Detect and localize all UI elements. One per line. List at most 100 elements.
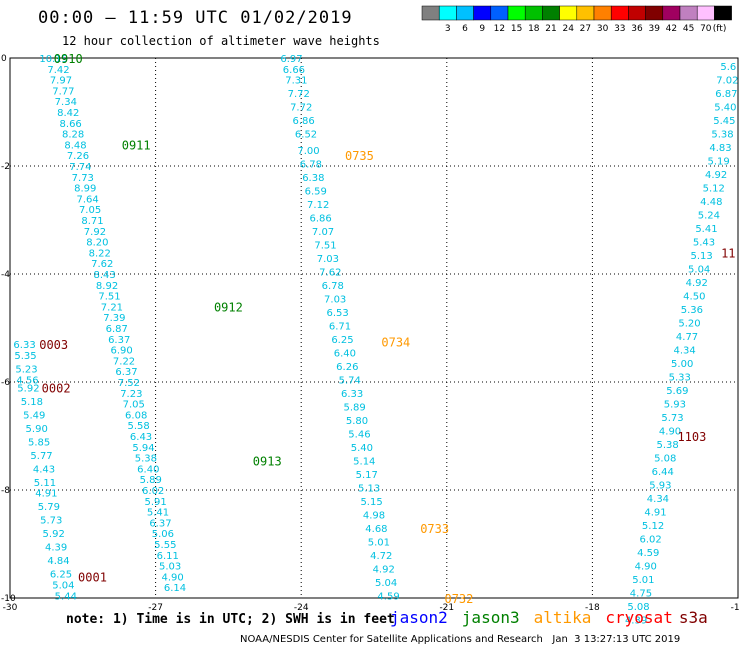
wave-height-value: 5.93 [664,400,686,411]
colorbar-swatch [456,5,474,21]
wave-height-value: 4.75 [630,589,652,600]
wave-height-value: 5.80 [346,416,368,427]
wave-height-value: 5.00 [671,359,693,370]
wave-height-value: 5.45 [713,116,735,127]
colorbar-swatch [438,5,457,21]
pass-time-label: 0001 [78,570,107,584]
pass-time-label: 0911 [122,138,151,152]
wave-height-value: 6.14 [164,583,186,594]
wave-height-value: 8.48 [64,140,86,151]
wave-height-value: 4.34 [647,494,669,505]
wave-height-value: 6.38 [302,173,324,184]
wave-height-value: 5.77 [30,451,52,462]
wave-height-value: 5.13 [690,251,712,262]
colorbar-label: 3 [445,24,451,34]
wave-height-value: 6.37 [115,367,137,378]
wave-height-value: 6.43 [130,432,152,443]
wave-height-value: 7.72 [288,89,310,100]
wave-height-value: 6.87 [715,89,737,100]
footnote: note: 1) Time is in UTC; 2) SWH is in fe… [66,612,395,627]
y-tick-label: -2 [1,162,10,172]
legend-item-jason3: jason3 [461,608,520,627]
wave-height-value: 5.43 [693,238,715,249]
pass-time-label: 0735 [345,149,374,163]
wave-height-value: 4.48 [700,197,722,208]
wave-height-value: 5.74 [339,375,361,386]
wave-height-value: 4.56 [16,375,38,386]
wave-height-value: 5.92 [43,529,65,540]
pass-time-label: 0910 [54,52,83,66]
wave-height-value: 5.55 [154,540,176,551]
wave-height-value: 5.92 [17,383,39,394]
wave-height-value: 8.22 [89,248,111,259]
wave-height-value: 5.08 [627,602,649,613]
wave-height-value: 5.04 [375,578,397,589]
x-tick-label: -18 [585,603,600,613]
colorbar-label: 27 [580,24,591,34]
wave-height-value: 7.72 [290,103,312,114]
wave-height-value: 6.37 [149,518,171,529]
wave-height-value: 5.49 [23,410,45,421]
wave-height-value: 7.02 [716,76,738,87]
wave-height-value: 4.83 [709,143,731,154]
wave-height-value: 5.03 [159,562,181,573]
wave-height-value: 5.11 [34,478,56,489]
wave-height-value: 7.23 [120,389,142,400]
wave-height-value: 6.26 [336,362,358,373]
wave-height-value: 4.91 [644,508,666,519]
colorbar-swatch [662,5,681,21]
wave-height-value: 6.66 [283,65,305,76]
wave-height-value: 5.23 [15,365,37,376]
wave-height-value: 4.59 [377,591,399,602]
wave-height-value: 7.73 [72,173,94,184]
pass-time-label: 11 [721,246,735,260]
wave-height-value: 5.08 [654,454,676,465]
wave-height-value: 5.20 [678,319,700,330]
wave-height-value: 5.93 [649,481,671,492]
colorbar-label: 15 [511,24,522,34]
colorbar-label: 12 [494,24,505,34]
wave-height-value: 4.90 [161,572,183,583]
wave-height-value: 5.40 [714,103,736,114]
wave-height-value: 6.25 [331,335,353,346]
colorbar-unit: (ft) [713,24,727,34]
wave-height-value: 7.05 [123,400,145,411]
wave-height-value: 6.25 [50,570,72,581]
credit-line: NOAA/NESDIS Center for Satellite Applica… [240,634,681,645]
wave-height-value: 5.41 [695,224,717,235]
wave-height-value: 5.44 [55,591,77,602]
colorbar-swatch [628,5,646,21]
wave-height-value: 6.08 [125,410,147,421]
wave-height-value: 7.52 [118,378,140,389]
pass-time-label: 0733 [420,522,449,536]
wave-height-value: 5.6 [720,62,736,73]
wave-height-value: 6.86 [309,213,331,224]
wave-height-value: 5.33 [669,373,691,384]
colorbar-label: 42 [666,24,677,34]
wave-height-value: 6.87 [106,324,128,335]
colorbar-label: 6 [462,24,468,34]
colorbar-label: 39 [648,24,660,34]
wave-height-value: 5.79 [38,502,60,513]
plot-frame [9,57,739,599]
wave-height-value: 7.39 [103,313,125,324]
wave-height-value: 7.92 [84,227,106,238]
wave-height-value: 6.37 [108,335,130,346]
wave-height-value: 6.78 [322,281,344,292]
legend-item-s3a: s3a [678,608,708,627]
y-tick-label: -4 [1,270,10,280]
wave-height-value: 5.13 [358,483,380,494]
legend-item-altika: altika [533,608,592,627]
colorbar-label: 21 [545,24,556,34]
colorbar-label: 30 [597,24,609,34]
wave-height-value: 7.77 [52,86,74,97]
wave-height-value: 6.97 [280,54,302,65]
pass-time-label: 0734 [381,336,410,350]
wave-height-value: 8.43 [94,270,116,281]
wave-height-value: 7.62 [319,267,341,278]
colorbar-swatch [490,5,509,21]
wave-height-value: 5.89 [140,475,162,486]
wave-height-value: 4.68 [365,524,387,535]
wave-height-value: 6.33 [341,389,363,400]
